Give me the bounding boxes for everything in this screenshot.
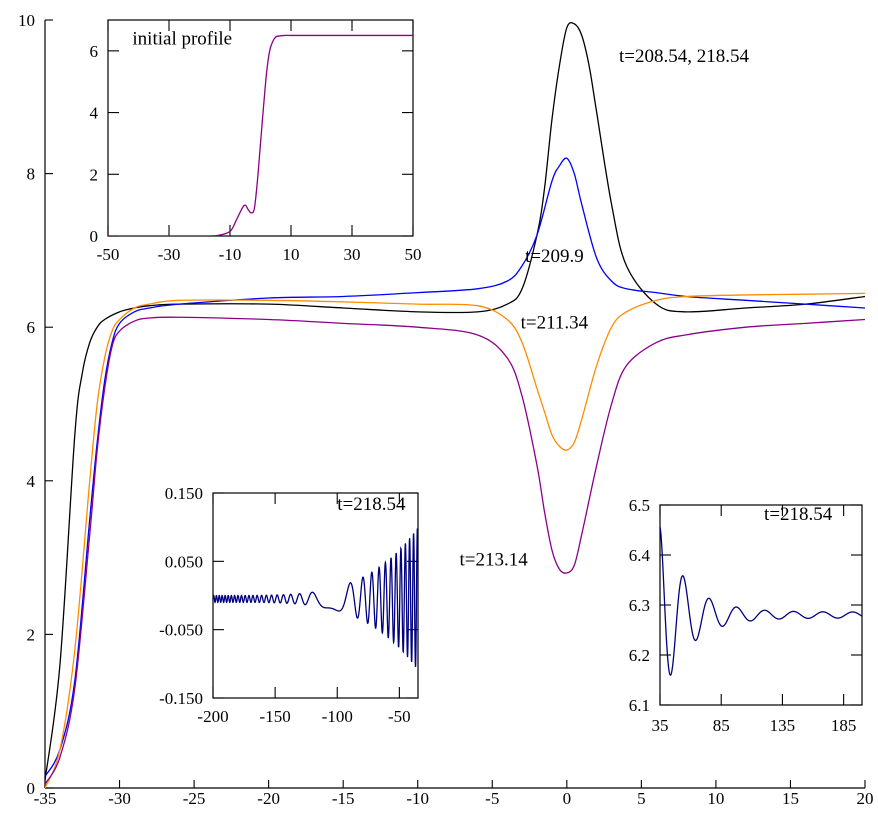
inset-right-x-tick-label: 135 bbox=[770, 716, 796, 735]
inset-left-y-tick-label: 0.050 bbox=[165, 552, 203, 571]
inset-left-y-tick-label: -0.050 bbox=[159, 621, 203, 640]
main-panel: -35 -30 -25 -20 -15 -10 -5 0 5 10 15 200246810t=208… bbox=[18, 11, 874, 808]
inset-right-y-tick-label: 6.1 bbox=[629, 696, 650, 715]
inset-left-x-tick-label: -200 bbox=[197, 707, 228, 726]
inset-right-y-tick-label: 6.2 bbox=[629, 646, 650, 665]
main-x-tick-label: -10 bbox=[406, 789, 429, 808]
inset-left-series-line-0 bbox=[213, 528, 418, 667]
inset-left-x-tick-label: -100 bbox=[322, 707, 353, 726]
inset-right-x-tick-label: 35 bbox=[652, 716, 669, 735]
main-annotation: t=213.14 bbox=[459, 549, 528, 570]
inset-left-panel: -200 -150 -100 -50 -0.150 -0.050 0.050 0.150 t=2… bbox=[159, 484, 419, 726]
main-series-line-2 bbox=[45, 292, 865, 788]
main-x-tick-label: -20 bbox=[257, 789, 280, 808]
inset-initial-y-tick-label: 2 bbox=[90, 165, 99, 184]
main-x-tick-label: 20 bbox=[857, 789, 874, 808]
inset-right-x-tick-label: 85 bbox=[713, 716, 730, 735]
inset-right-series-line-0 bbox=[660, 526, 862, 676]
inset-left-y-tick-label: 0.150 bbox=[165, 484, 203, 503]
inset-initial-x-tick-label: 10 bbox=[283, 245, 300, 264]
main-x-tick-label: -30 bbox=[108, 789, 131, 808]
main-annotation: t=211.34 bbox=[521, 313, 589, 334]
inset-right-y-tick-label: 6.3 bbox=[629, 596, 650, 615]
main-x-tick-label: 10 bbox=[707, 789, 724, 808]
inset-initial-series-line-0 bbox=[108, 34, 413, 236]
inset-right-y-tick-label: 6.4 bbox=[629, 546, 651, 565]
inset-initial-panel: -50 -30 -10 10 30 50 0 2 4 6 initial profile bbox=[90, 19, 422, 264]
main-y-tick-label: 4 bbox=[27, 472, 36, 491]
main-y-tick-label: 2 bbox=[27, 625, 36, 644]
inset-initial-y-tick-label: 6 bbox=[90, 42, 99, 61]
inset-initial-x-tick-label: -10 bbox=[219, 245, 242, 264]
inset-left-x-tick-label: -150 bbox=[260, 707, 291, 726]
inset-right-frame bbox=[659, 504, 863, 706]
inset-initial-x-tick-label: -50 bbox=[97, 245, 120, 264]
main-series-line-3 bbox=[45, 316, 865, 785]
main-x-tick-label: 0 bbox=[563, 789, 572, 808]
main-annotation: t=208.54, 218.54 bbox=[619, 46, 749, 67]
inset-left-y-tick-label: -0.150 bbox=[159, 689, 203, 708]
main-series-line-0 bbox=[45, 21, 865, 781]
main-x-tick-label: -15 bbox=[332, 789, 355, 808]
inset-initial-y-tick-label: 0 bbox=[90, 227, 99, 246]
inset-initial-frame bbox=[107, 19, 414, 237]
main-y-tick-label: 10 bbox=[18, 11, 35, 30]
main-annotation: t=209.9 bbox=[525, 246, 584, 267]
inset-initial-x-tick-label: -30 bbox=[158, 245, 181, 264]
inset-initial-x-tick-label: 30 bbox=[344, 245, 361, 264]
inset-initial-x-tick-label: 50 bbox=[405, 245, 422, 264]
main-series-line-1 bbox=[45, 157, 865, 777]
main-x-tick-label: 5 bbox=[637, 789, 646, 808]
inset-right-panel: 35 85 135 185 6.1 6.2 6.3 6.4 6.5 t=218.54 bbox=[629, 496, 863, 735]
main-y-tick-label: 6 bbox=[27, 318, 36, 337]
main-x-tick-label: -35 bbox=[34, 789, 57, 808]
inset-right-x-tick-label: 185 bbox=[831, 716, 857, 735]
main-x-tick-label: -5 bbox=[485, 789, 499, 808]
inset-right-y-tick-label: 6.5 bbox=[629, 496, 650, 515]
inset-left-x-tick-label: -50 bbox=[388, 707, 411, 726]
inset-left-annotation: t=218.54 bbox=[337, 494, 406, 515]
main-y-tick-label: 0 bbox=[27, 779, 36, 798]
main-x-tick-label: 15 bbox=[782, 789, 799, 808]
inset-initial-annotation: initial profile bbox=[132, 29, 232, 50]
inset-initial-y-tick-label: 4 bbox=[90, 104, 99, 123]
main-x-tick-label: -25 bbox=[183, 789, 206, 808]
main-y-tick-label: 8 bbox=[27, 165, 36, 184]
inset-right-annotation: t=218.54 bbox=[764, 504, 833, 525]
